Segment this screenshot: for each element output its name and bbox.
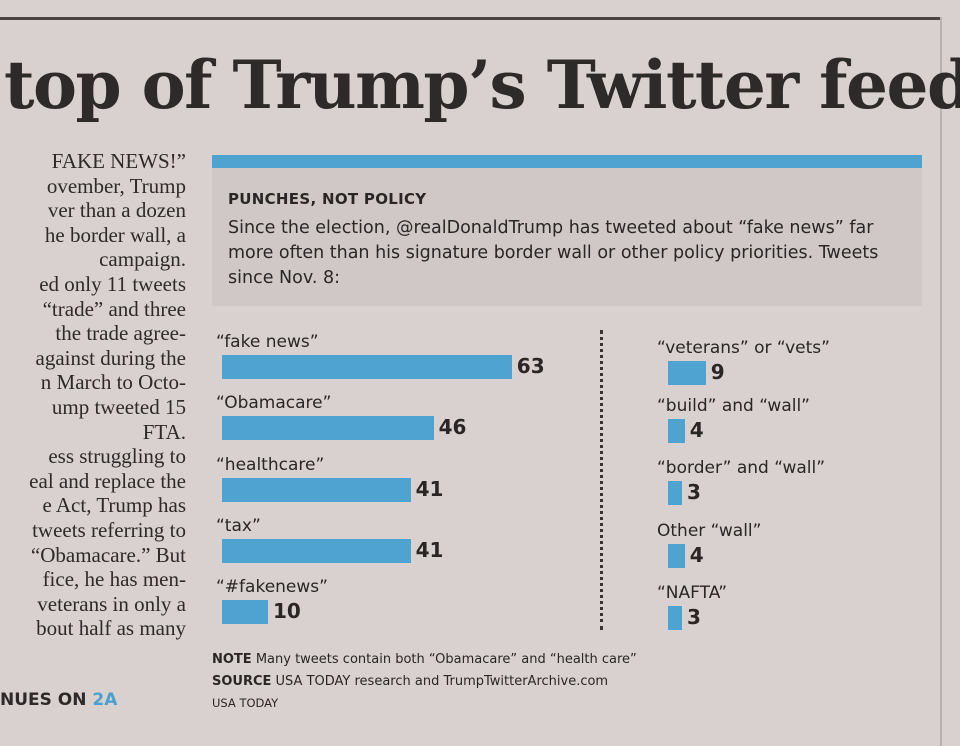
jump-line: NUES ON 2A: [0, 690, 117, 710]
bar: [222, 539, 411, 563]
bar-value: 41: [415, 477, 444, 501]
note-label: NOTE: [212, 652, 252, 667]
chart-accent-bar: [212, 155, 922, 168]
article-line: FAKE NEWS!”: [51, 149, 186, 173]
bar-value: 3: [687, 605, 701, 629]
bar: [668, 419, 685, 443]
bar-value: 41: [415, 538, 444, 562]
source-text: USA TODAY research and TrumpTwitterArchi…: [275, 674, 609, 689]
bar-label: “NAFTA”: [657, 583, 728, 603]
jump-page[interactable]: 2A: [92, 690, 118, 710]
bar-label: “Obamacare”: [216, 393, 332, 413]
source-label: SOURCE: [212, 674, 272, 689]
chart-header-box: [212, 168, 922, 306]
article-line: veterans in only a: [37, 591, 186, 616]
note-text: Many tweets contain both “Obamacare” and…: [255, 652, 637, 667]
article-line: ed only 11 tweets: [39, 271, 186, 296]
dotted-divider: [600, 330, 603, 630]
chart-note: NOTE Many tweets contain both “Obamacare…: [212, 652, 637, 667]
bar: [668, 606, 682, 630]
bar-label: “border” and “wall”: [657, 458, 826, 478]
article-line: “trade” and three: [42, 296, 186, 321]
bar-label: “healthcare”: [216, 455, 325, 475]
article-line: e Act, Trump has: [42, 493, 186, 518]
article-line: ess struggling to: [48, 444, 186, 469]
article-line: tweets referring to: [32, 517, 186, 542]
article-line: ovember, Trump: [46, 173, 186, 198]
article-line: FTA.: [142, 419, 186, 444]
chart-title: PUNCHES, NOT POLICY: [228, 190, 427, 208]
article-line: bout half as many: [36, 616, 186, 641]
bar-label: “veterans” or “vets”: [657, 338, 830, 358]
bar: [668, 481, 682, 505]
column-rule: [940, 17, 942, 746]
bar: [222, 478, 411, 502]
article-line: against during the: [35, 345, 186, 370]
top-rule: [0, 17, 940, 20]
bar-value: 63: [516, 354, 545, 378]
bar: [222, 600, 268, 624]
bar: [222, 355, 512, 379]
bar-value: 3: [687, 480, 701, 504]
bar: [668, 544, 685, 568]
article-column: FAKE NEWS!” ovember, Trump ver than a doze…: [0, 149, 186, 641]
bar-label: “fake news”: [216, 332, 319, 352]
jump-text: NUES ON: [0, 690, 93, 710]
article-line: n March to Octo-: [40, 370, 186, 395]
headline: top of Trump’s Twitter feed: [4, 46, 960, 124]
bar-label: “build” and “wall”: [657, 396, 810, 416]
bar-value: 46: [438, 415, 467, 439]
chart-source: SOURCE USA TODAY research and TrumpTwitt…: [212, 674, 608, 689]
bar-value: 4: [689, 418, 704, 442]
bar-value: 10: [273, 599, 301, 623]
bar-label: Other “wall”: [657, 521, 762, 541]
bar-label: “tax”: [216, 516, 261, 536]
article-line: eal and replace the: [29, 468, 186, 493]
article-line: the trade agree-: [55, 321, 186, 346]
bar: [222, 416, 434, 440]
article-line: ump tweeted 15: [51, 394, 186, 419]
bar-label: “#fakenews”: [216, 577, 328, 597]
bar-value: 4: [689, 543, 704, 567]
article-line: “Obamacare.” But: [30, 542, 186, 567]
bar-value: 9: [710, 360, 725, 384]
article-line: ver than a dozen: [47, 198, 186, 223]
article-line: he border wall, a: [44, 222, 186, 247]
chart-credit: USA TODAY: [212, 696, 279, 710]
article-line: campaign.: [99, 247, 186, 272]
article-line: fice, he has men-: [42, 567, 186, 592]
bar: [668, 361, 706, 385]
chart-subtitle: Since the election, @realDonaldTrump has…: [228, 218, 879, 288]
